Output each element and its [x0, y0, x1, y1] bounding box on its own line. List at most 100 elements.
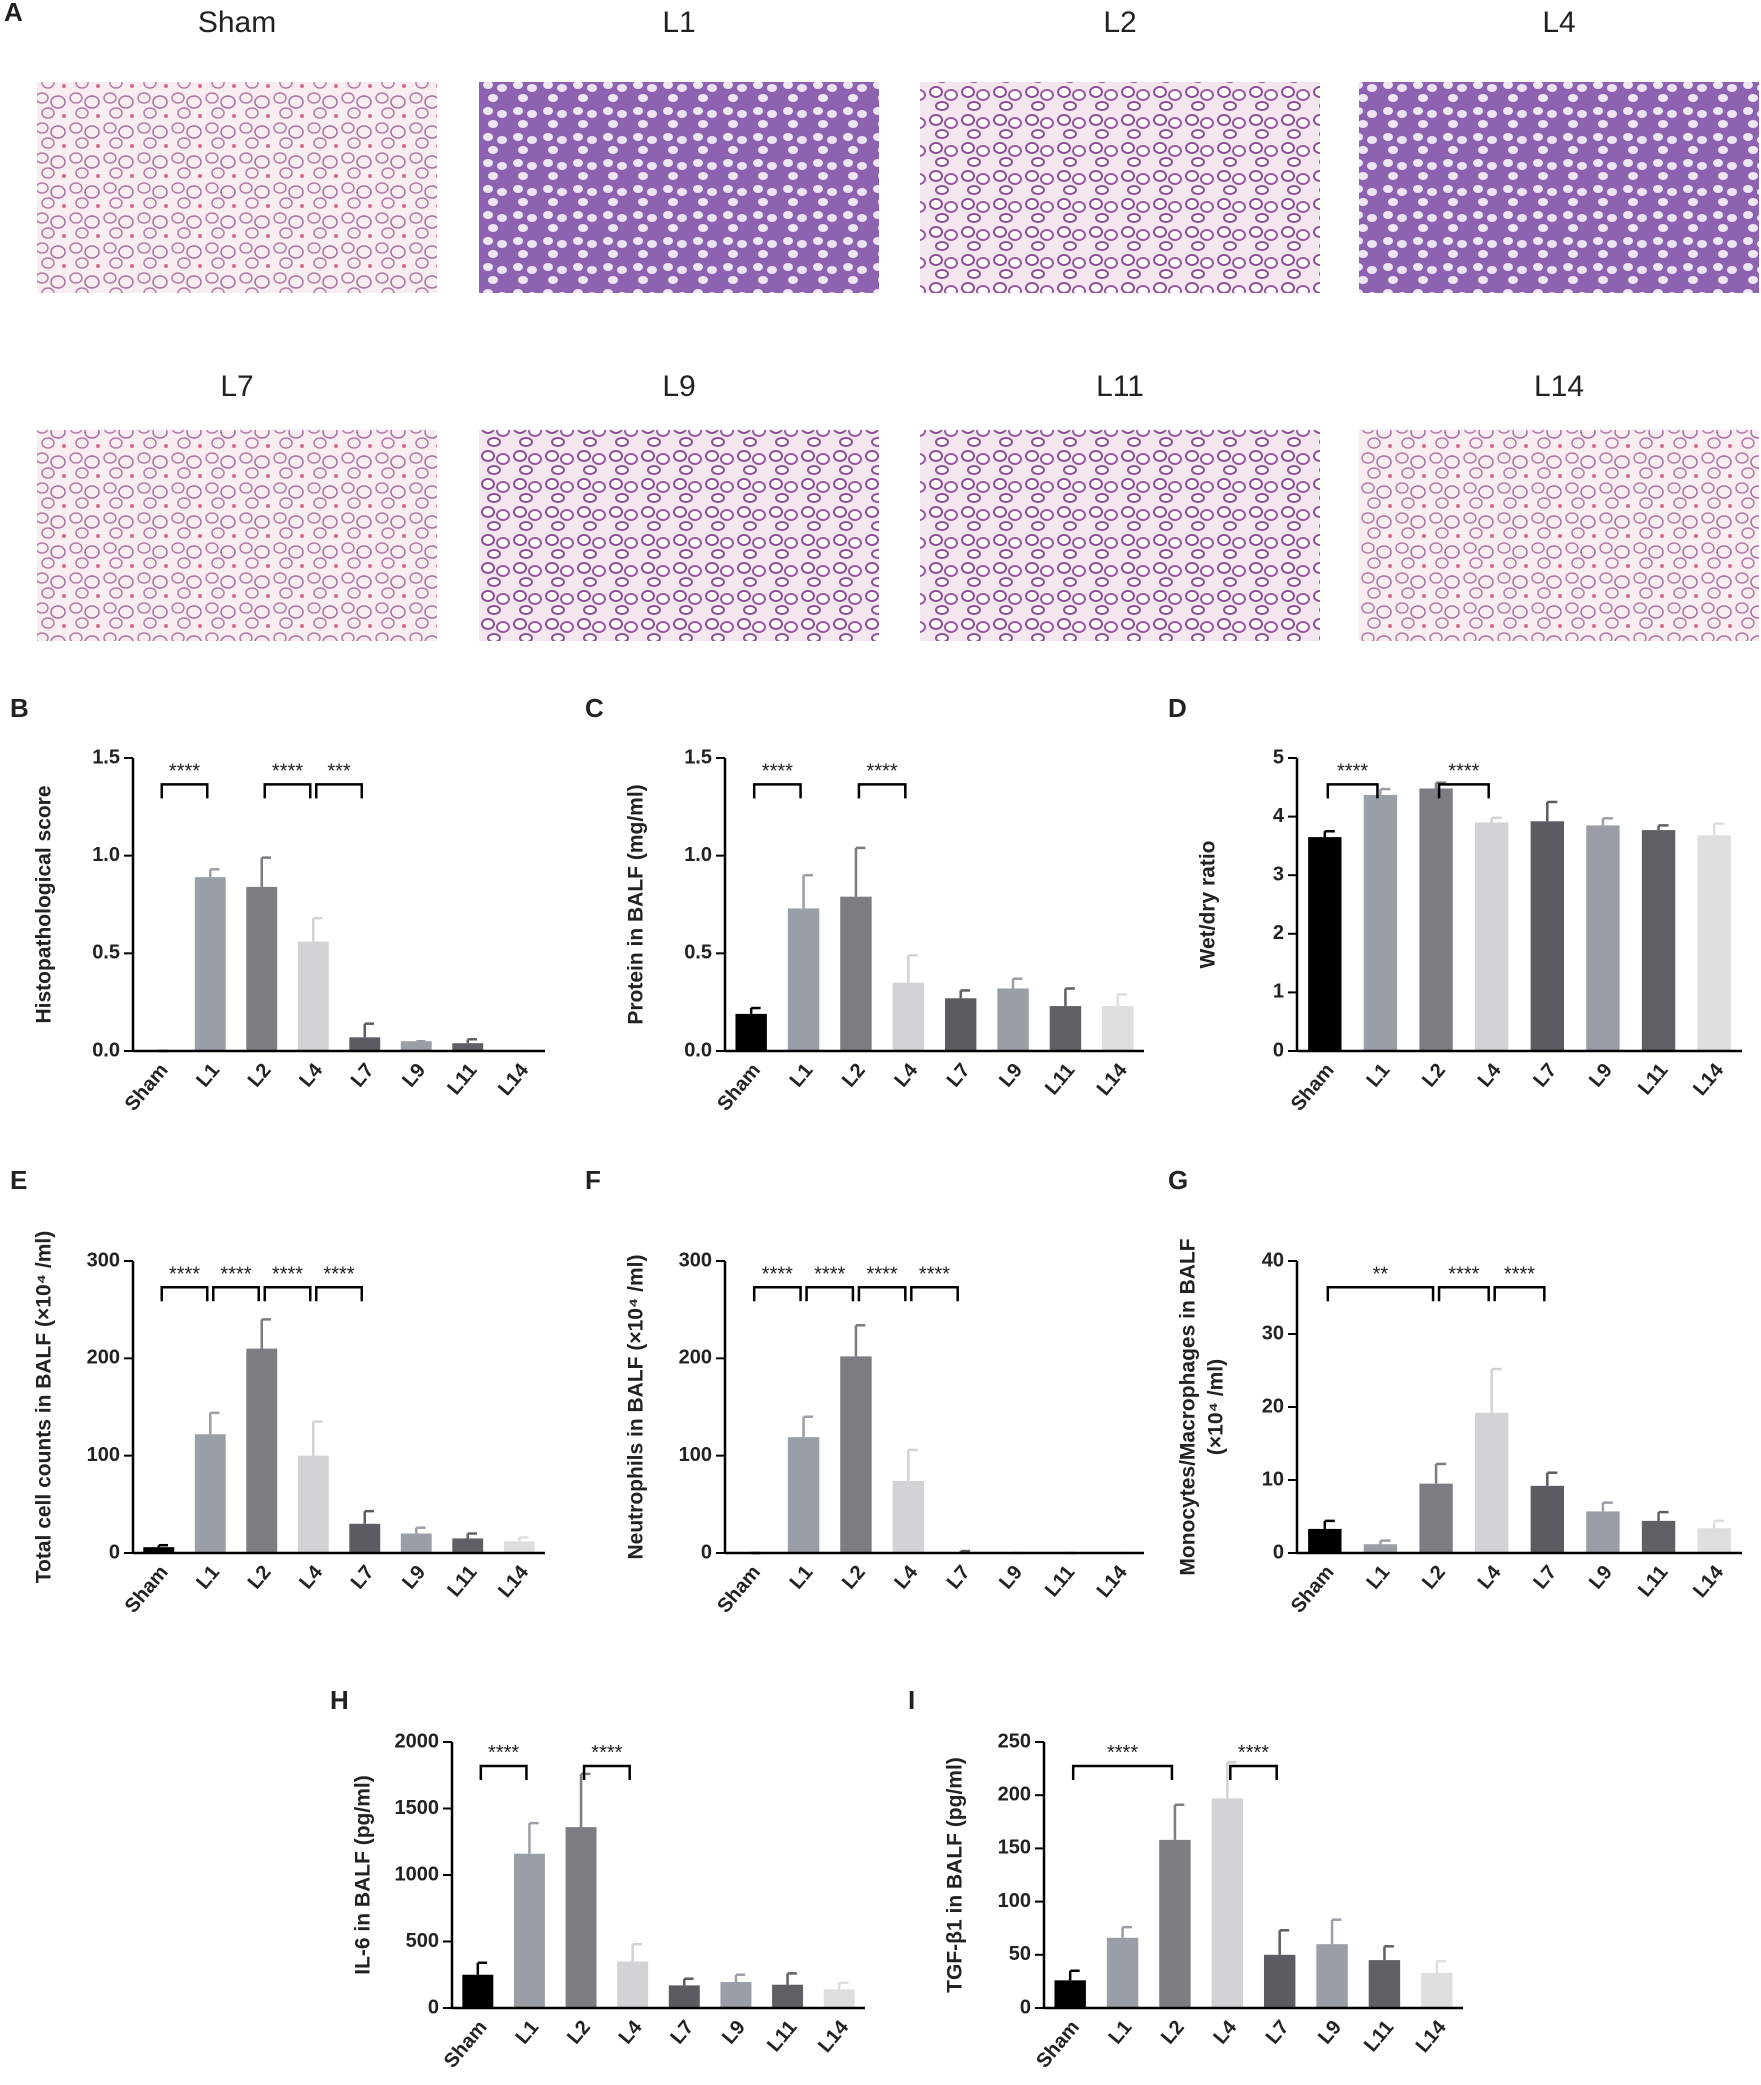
bar — [1049, 1006, 1082, 1051]
bar — [720, 1982, 752, 2008]
y-tick-label: 0 — [1273, 1039, 1284, 1061]
y-tick-label: 1000 — [395, 1863, 440, 1885]
significance-label: **** — [1107, 1742, 1138, 1764]
bar — [452, 1043, 484, 1051]
significance-label: **** — [323, 1264, 354, 1286]
bar — [1106, 1937, 1139, 2008]
error-bar — [1330, 1918, 1342, 1945]
significance-bracket — [1326, 1286, 1435, 1302]
bar — [349, 1037, 381, 1051]
significance-label: **** — [867, 761, 898, 783]
x-tick-label: L11 — [1634, 1059, 1672, 1099]
y-axis-label: Histopathological score — [33, 785, 56, 1023]
significance-label: **** — [169, 1264, 200, 1286]
y-tick-label: 300 — [87, 1249, 120, 1271]
x-tick-label: L1 — [786, 1059, 818, 1091]
error-bar — [1657, 1510, 1669, 1521]
error-bar — [528, 1821, 539, 1854]
x-tick-label: L14 — [1689, 1561, 1729, 1602]
bar — [1530, 821, 1564, 1051]
bar — [400, 1041, 432, 1051]
x-tick-label: L2 — [244, 1561, 276, 1593]
x-tick-label: L11 — [763, 2016, 801, 2056]
panel-label: C — [585, 693, 604, 723]
significance-label: **** — [1337, 761, 1368, 783]
bar — [503, 1541, 535, 1553]
x-tick-label: L1 — [1362, 1561, 1394, 1593]
error-bar — [907, 1448, 918, 1481]
error-bar — [1068, 1969, 1080, 1981]
significance-label: **** — [1448, 761, 1479, 783]
bar — [1697, 1528, 1731, 1553]
significance-bracket — [1493, 1286, 1546, 1302]
bar — [1159, 1839, 1191, 2008]
bar — [892, 1480, 925, 1553]
image-title: L2 — [1103, 6, 1136, 39]
bar — [1641, 830, 1676, 1051]
histology-image — [479, 430, 879, 641]
x-tick-label: L9 — [718, 2016, 750, 2048]
error-bar — [1490, 1367, 1502, 1413]
significance-label: **** — [272, 761, 303, 783]
error-bar — [1712, 822, 1725, 836]
x-tick-label: L4 — [890, 1561, 922, 1594]
y-tick-label: 100 — [679, 1444, 712, 1466]
y-tick-label: 1 — [1273, 981, 1284, 1003]
x-tick-label: L2 — [1418, 1059, 1450, 1091]
error-bar — [363, 1509, 375, 1524]
histology-image — [1359, 430, 1759, 641]
x-tick-label: Sham — [121, 1561, 173, 1617]
image-title: L4 — [1542, 6, 1575, 39]
error-bar — [157, 1543, 169, 1548]
x-tick-label: Sham — [1287, 1561, 1339, 1617]
y-tick-label: 0 — [701, 1541, 712, 1563]
y-tick-label: 0.0 — [92, 1039, 120, 1061]
bar — [892, 982, 925, 1051]
bar — [668, 1985, 700, 2008]
y-tick-label: 1.0 — [92, 844, 120, 866]
error-bar — [1546, 1471, 1558, 1486]
x-tick-label: L2 — [563, 2016, 595, 2048]
significance-label: **** — [488, 1742, 519, 1764]
bar — [1363, 794, 1398, 1051]
y-tick-label: 1.5 — [92, 746, 120, 768]
panel-label: F — [585, 1165, 601, 1195]
y-tick-label: 5 — [1273, 746, 1284, 768]
x-tick-label: L7 — [1529, 1059, 1561, 1091]
bar — [1211, 1798, 1244, 2008]
bar — [1421, 1972, 1453, 2008]
significance-bracket — [263, 783, 312, 799]
x-tick-label: L2 — [838, 1561, 870, 1593]
bar — [1475, 1412, 1509, 1553]
error-bar — [260, 856, 272, 887]
significance-label: **** — [762, 1264, 793, 1286]
x-tick-label: L7 — [943, 1059, 975, 1091]
y-tick-label: 4 — [1273, 805, 1285, 827]
error-bar — [1435, 1959, 1447, 1973]
error-bar — [1434, 781, 1447, 789]
x-tick-label: L14 — [494, 1059, 534, 1100]
chart: F Neutrophils in BALF (×10⁴ /ml) 0 100 200 30… — [585, 1165, 1144, 1617]
y-tick-label: 150 — [998, 1837, 1031, 1859]
x-tick-label: L1 — [1105, 2016, 1137, 2048]
x-tick-label: L7 — [943, 1561, 975, 1593]
bar — [944, 998, 977, 1051]
x-tick-label: L1 — [786, 1561, 818, 1593]
panel-label: G — [1168, 1165, 1188, 1195]
significance-bracket — [315, 1286, 363, 1302]
x-tick-label: L2 — [244, 1059, 276, 1091]
y-tick-label: 200 — [87, 1347, 120, 1369]
image-title: L14 — [1534, 370, 1584, 403]
x-tick-label: L1 — [192, 1561, 224, 1593]
y-tick-label: 50 — [1009, 1943, 1031, 1965]
chart: G Monocytes/Macrophages in BALF (×10⁴ /ml)… — [1168, 1165, 1742, 1617]
bar — [1586, 1511, 1620, 1553]
bar — [1308, 837, 1342, 1051]
histology-image — [37, 430, 437, 641]
bar — [1530, 1485, 1564, 1553]
significance-bracket — [752, 1286, 802, 1302]
error-bar — [802, 1415, 813, 1438]
x-tick-label: L7 — [347, 1059, 379, 1091]
bar — [1102, 1006, 1134, 1051]
error-bar — [579, 1772, 591, 1828]
